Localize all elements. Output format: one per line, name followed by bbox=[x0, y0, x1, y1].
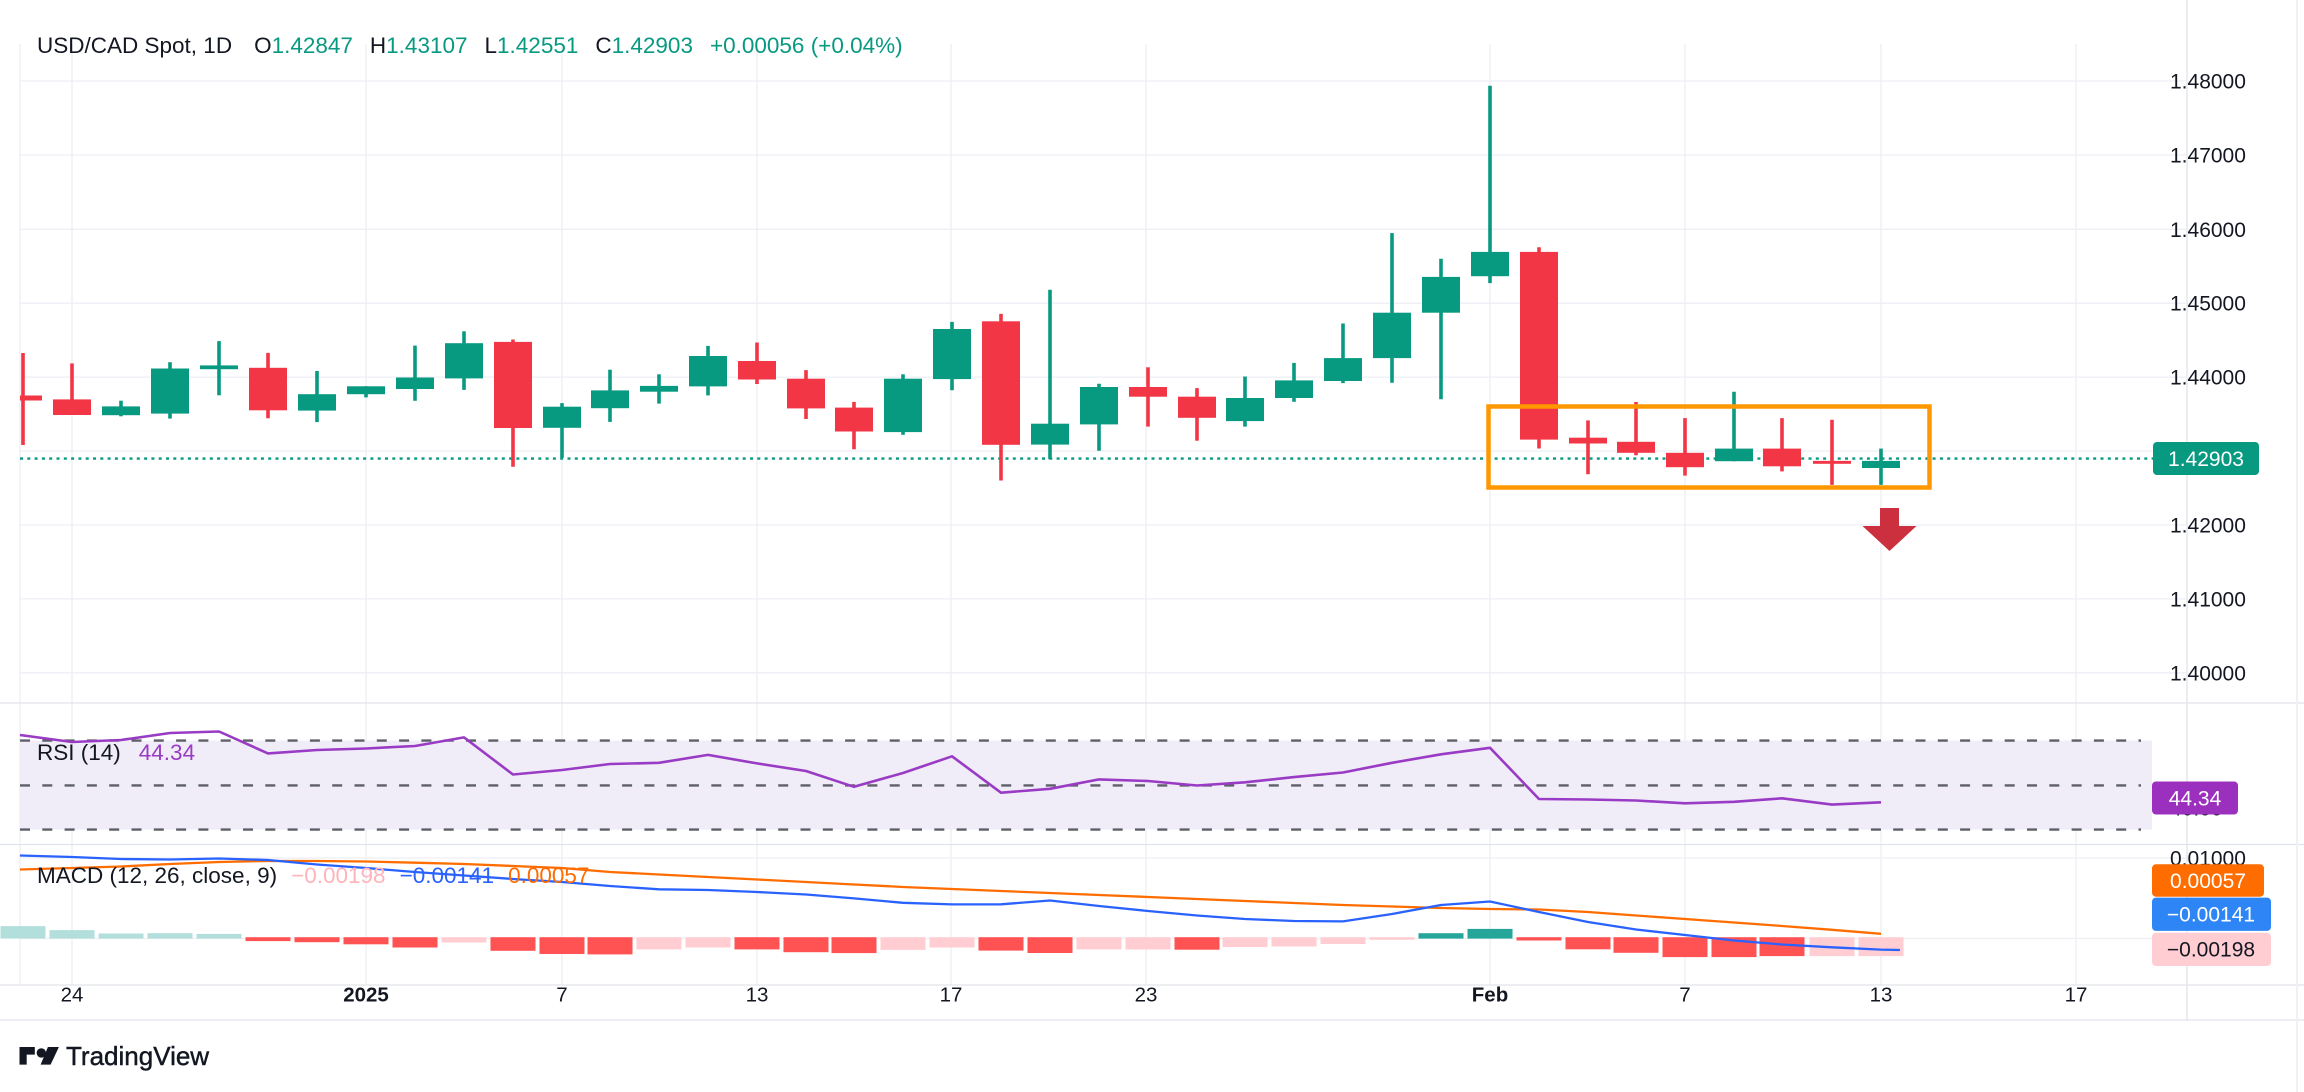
svg-text:7: 7 bbox=[1679, 984, 1690, 1007]
svg-text:1.45000: 1.45000 bbox=[2170, 293, 2246, 316]
svg-text:1.48000: 1.48000 bbox=[2170, 71, 2246, 94]
svg-text:13: 13 bbox=[1870, 984, 1893, 1007]
svg-text:13: 13 bbox=[746, 984, 769, 1007]
svg-text:17: 17 bbox=[2065, 984, 2088, 1007]
svg-text:0.00057: 0.00057 bbox=[2170, 870, 2246, 893]
svg-text:1.42000: 1.42000 bbox=[2170, 515, 2246, 538]
svg-text:23: 23 bbox=[1135, 984, 1158, 1007]
svg-text:44.34: 44.34 bbox=[2169, 788, 2222, 811]
svg-text:RSI (14)44.34: RSI (14) 44.34 bbox=[37, 740, 195, 765]
svg-text:1.40000: 1.40000 bbox=[2170, 662, 2246, 685]
svg-text:1.47000: 1.47000 bbox=[2170, 145, 2246, 168]
svg-text:−0.00198: −0.00198 bbox=[2167, 939, 2255, 962]
svg-text:24: 24 bbox=[61, 984, 84, 1007]
svg-text:Feb: Feb bbox=[1472, 984, 1508, 1007]
svg-text:TradingView: TradingView bbox=[66, 1041, 209, 1071]
svg-text:1.44000: 1.44000 bbox=[2170, 367, 2246, 390]
svg-text:7: 7 bbox=[556, 984, 567, 1007]
svg-text:2025: 2025 bbox=[343, 984, 389, 1007]
svg-text:1.41000: 1.41000 bbox=[2170, 588, 2246, 611]
svg-text:−0.00141: −0.00141 bbox=[2167, 904, 2255, 927]
svg-text:1.46000: 1.46000 bbox=[2170, 219, 2246, 242]
svg-text:1.42903: 1.42903 bbox=[2168, 448, 2244, 471]
svg-text:17: 17 bbox=[940, 984, 963, 1007]
